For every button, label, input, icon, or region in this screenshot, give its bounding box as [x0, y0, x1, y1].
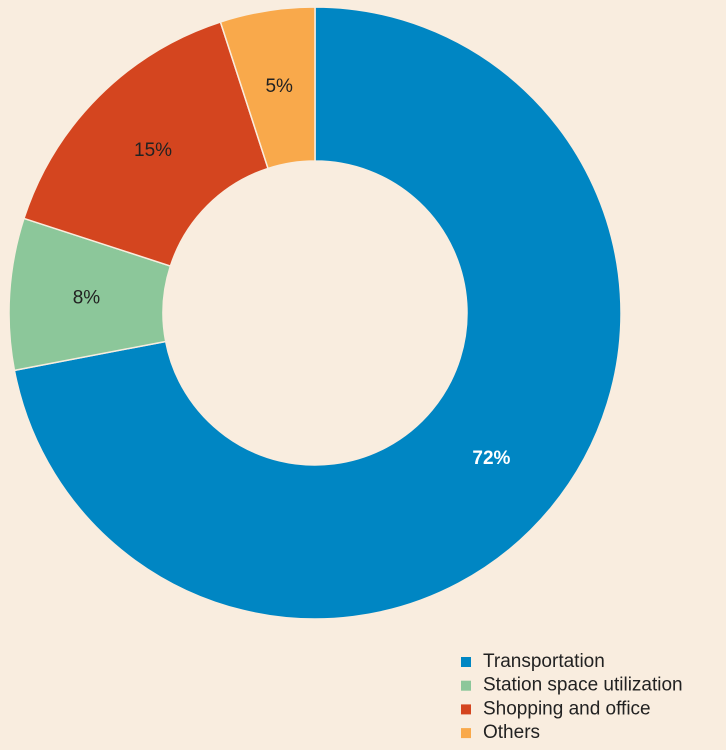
legend-label: Transportation: [483, 651, 605, 672]
legend-swatch: [461, 657, 471, 667]
donut-slice: [13, 6, 622, 620]
legend-swatch: [461, 704, 471, 715]
value-label: 8%: [73, 288, 101, 309]
legend-swatch: [461, 680, 471, 691]
legend-label: Station space utilization: [483, 675, 683, 696]
legend-label: Others: [483, 722, 540, 743]
donut-slice: [23, 21, 269, 267]
value-label: 5%: [265, 76, 293, 97]
legend-swatch: [461, 728, 471, 739]
value-label: 15%: [134, 140, 172, 161]
donut-slice: [219, 6, 316, 170]
value-label: 72%: [472, 448, 510, 469]
legend-label: Shopping and office: [483, 698, 651, 719]
